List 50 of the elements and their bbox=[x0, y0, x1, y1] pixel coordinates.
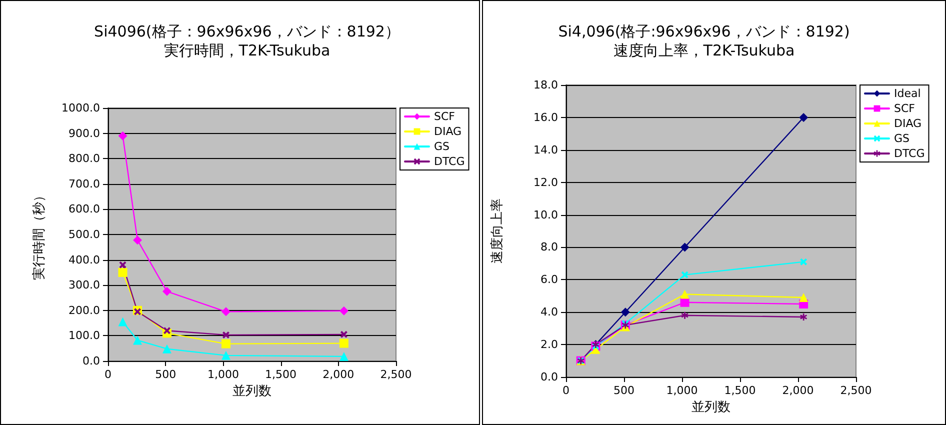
x-tick-label: 0 bbox=[104, 368, 112, 381]
y-tick-label: 800.0 bbox=[68, 152, 100, 166]
y-tick-label: 600.0 bbox=[68, 202, 100, 216]
y-tick-label: 400.0 bbox=[68, 253, 100, 266]
y-tick-label: 100.0 bbox=[68, 329, 100, 342]
y-tick-label: 700.0 bbox=[68, 177, 100, 190]
y-tick-label: 18.0 bbox=[534, 78, 558, 92]
y-tick-label: 0.0 bbox=[540, 370, 558, 384]
y-tick-label: 16.0 bbox=[534, 110, 558, 124]
x-tick-label: 2,000 bbox=[782, 384, 814, 397]
legend-label: GS bbox=[434, 140, 450, 153]
legend-label: Ideal bbox=[894, 87, 921, 100]
legend-label: SCF bbox=[434, 110, 455, 123]
x-tick-label: 1,500 bbox=[724, 384, 756, 397]
y-tick-label: 900.0 bbox=[68, 126, 100, 140]
x-tick-label: 1,000 bbox=[207, 368, 239, 381]
y-tick-label: 300.0 bbox=[68, 278, 100, 292]
legend-label: DTCG bbox=[894, 147, 925, 160]
x-tick-label: 0 bbox=[562, 384, 570, 397]
y-axis-title: 速度向上率 bbox=[489, 198, 505, 264]
x-tick-label: 1,000 bbox=[666, 384, 698, 397]
y-tick-label: 1000.0 bbox=[62, 102, 100, 114]
y-tick-label: 500.0 bbox=[68, 228, 100, 241]
x-axis-title: 並列数 bbox=[232, 384, 272, 399]
x-tick-label: 2,000 bbox=[322, 368, 354, 381]
x-axis-title: 並列数 bbox=[692, 400, 730, 415]
x-tick-label: 500 bbox=[614, 384, 634, 397]
chart-title: Si4,096(格子:96x96x96，バンド：8192) bbox=[558, 22, 850, 40]
y-tick-label: 8.0 bbox=[540, 240, 558, 254]
chart-subtitle: 実行時間，T2K-Tsukuba bbox=[164, 42, 330, 60]
y-tick-label: 2.0 bbox=[540, 338, 558, 352]
legend-label: DIAG bbox=[894, 117, 922, 130]
y-tick-label: 14.0 bbox=[534, 143, 558, 156]
legend-label: DTCG bbox=[434, 155, 465, 168]
chart-subtitle: 速度向上率，T2K-Tsukuba bbox=[613, 42, 795, 60]
x-tick-label: 500 bbox=[155, 368, 176, 381]
x-tick-label: 1,500 bbox=[265, 368, 297, 381]
x-tick-label: 2,500 bbox=[840, 384, 872, 397]
legend-label: DIAG bbox=[434, 125, 462, 138]
legend-label: GS bbox=[894, 132, 910, 145]
y-axis-title: 実行時間（秒） bbox=[31, 189, 47, 280]
y-tick-label: 6.0 bbox=[540, 273, 558, 286]
x-tick-label: 2,500 bbox=[380, 368, 412, 381]
chart-title: Si4096(格子：96x96x96，バンド：8192） bbox=[94, 22, 400, 40]
y-tick-label: 10.0 bbox=[534, 208, 558, 222]
y-tick-label: 0.0 bbox=[82, 354, 100, 368]
y-tick-label: 200.0 bbox=[68, 304, 100, 317]
y-tick-label: 12.0 bbox=[534, 176, 558, 189]
legend-label: SCF bbox=[894, 102, 915, 115]
y-tick-label: 4.0 bbox=[540, 306, 558, 319]
